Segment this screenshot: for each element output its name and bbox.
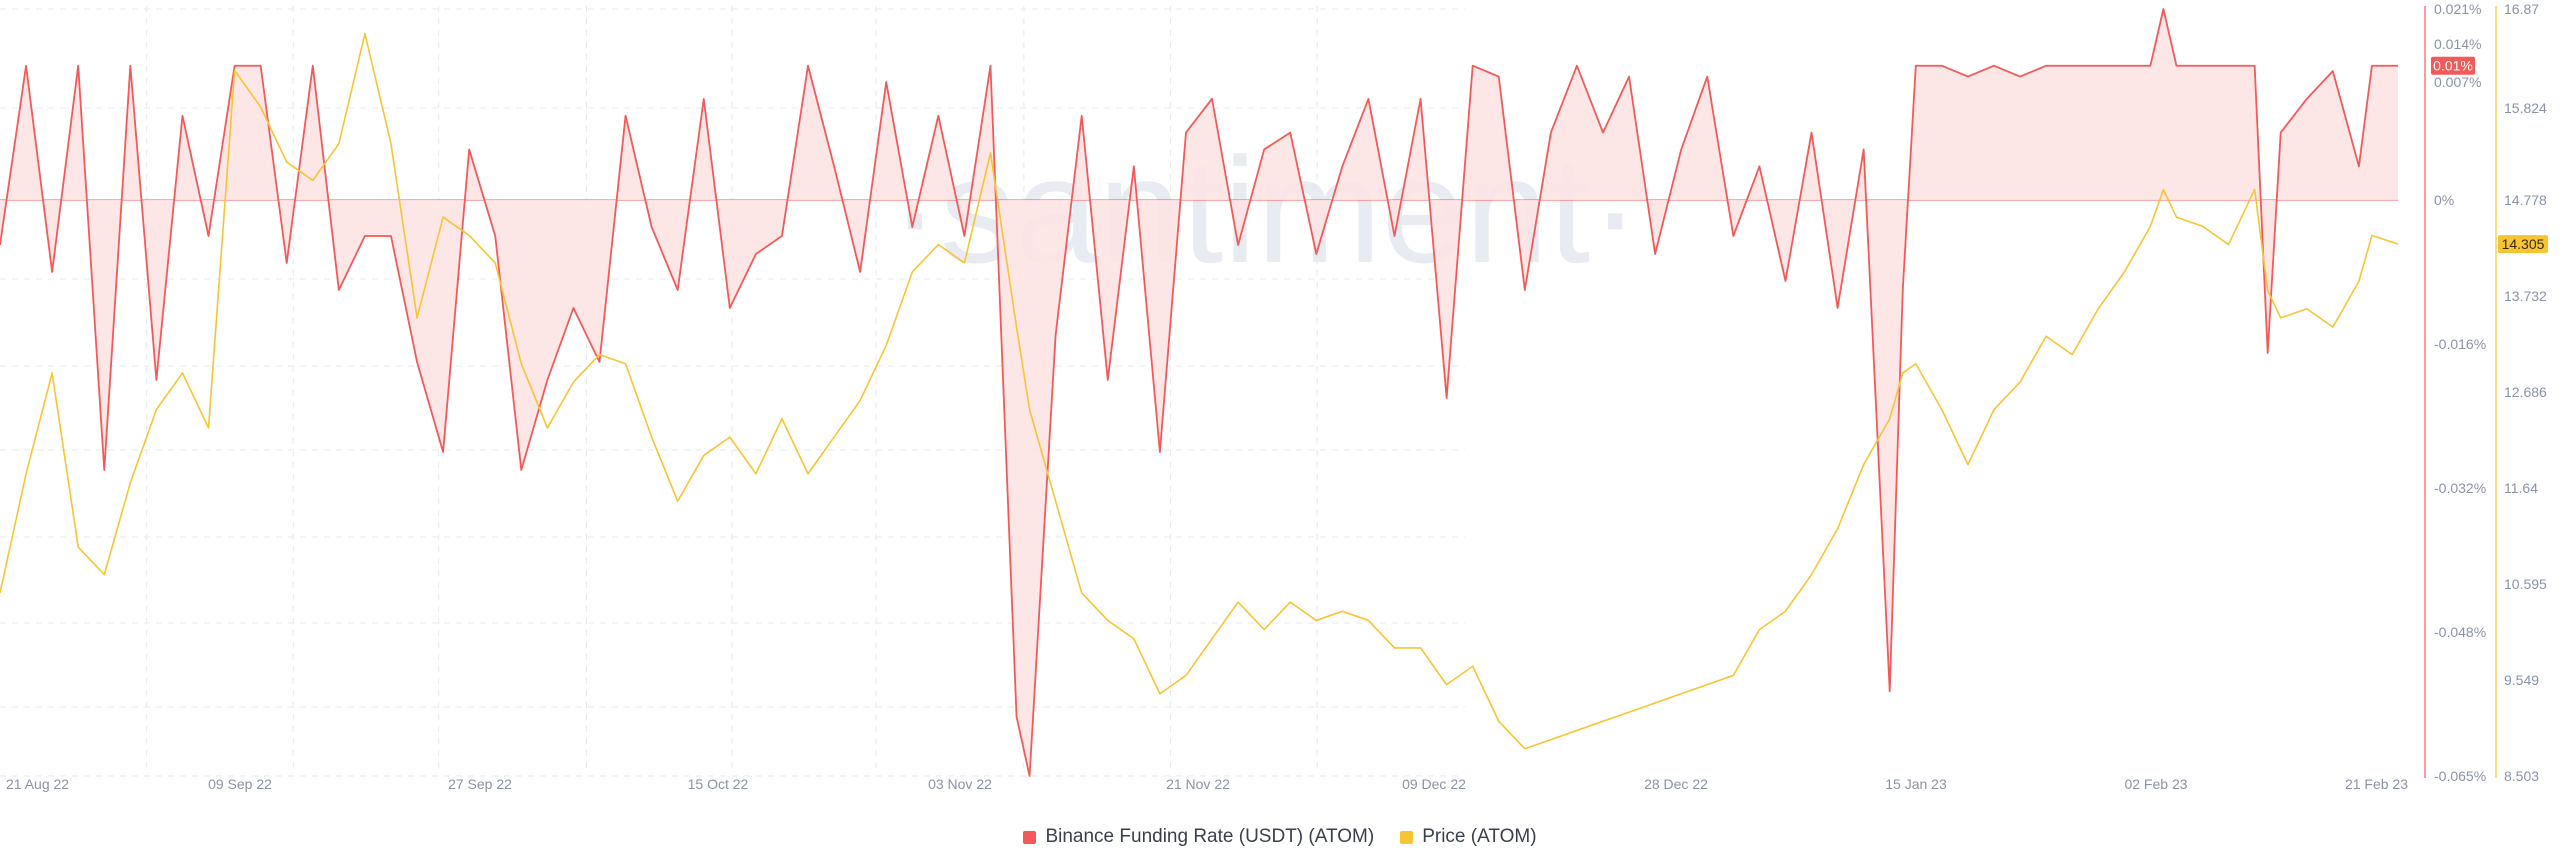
gridlines — [0, 6, 1465, 777]
funding-tick-label: -0.032% — [2434, 480, 2486, 496]
legend-item-funding[interactable]: Binance Funding Rate (USDT) (ATOM) — [1023, 826, 1374, 848]
price-tick-label: 14.778 — [2504, 192, 2547, 208]
funding-series — [0, 8, 2399, 777]
price-tick-label: 15.824 — [2504, 100, 2547, 116]
price-current-badge — [2498, 235, 2548, 254]
x-tick-label: 02 Feb 23 — [2124, 776, 2187, 792]
funding-tick-label: 0.014% — [2434, 36, 2481, 52]
funding-tick-label: 0% — [2434, 192, 2454, 208]
x-tick-label: 21 Feb 23 — [2345, 776, 2408, 792]
axes: 21 Aug 22 09 Sep 22 27 Sep 22 15 Oct 22 03 N… — [6, 1, 2548, 792]
funding-area — [0, 9, 2398, 776]
funding-current-badge — [2431, 56, 2475, 75]
x-tick-label: 28 Dec 22 — [1644, 776, 1708, 792]
price-tick-label: 16.87 — [2504, 1, 2539, 17]
price-tick-label: 10.595 — [2504, 576, 2547, 592]
legend-swatch-price — [1400, 830, 1414, 844]
legend-label-price: Price (ATOM) — [1422, 826, 1537, 847]
legend-item-price[interactable]: Price (ATOM) — [1400, 826, 1537, 848]
x-tick-label: 27 Sep 22 — [448, 776, 512, 792]
funding-tick-label: 0.007% — [2434, 74, 2481, 90]
legend-label-funding: Binance Funding Rate (USDT) (ATOM) — [1045, 826, 1375, 847]
price-tick-label: 11.64 — [2504, 480, 2538, 496]
price-tick-label: 8.503 — [2504, 768, 2539, 784]
x-tick-label: 15 Jan 23 — [1885, 776, 1947, 792]
funding-current-label: 0.01% — [2433, 58, 2473, 74]
x-tick-label: 09 Dec 22 — [1402, 776, 1466, 792]
price-tick-label: 12.686 — [2504, 384, 2547, 400]
x-tick-label: 21 Aug 22 — [6, 776, 69, 792]
chart: ·santiment· 21 Aug 22 09 Sep 22 27 Sep 22 1… — [0, 1, 2548, 792]
funding-tick-label: -0.048% — [2434, 624, 2486, 640]
price-series — [0, 32, 2399, 750]
x-tick-label: 15 Oct 22 — [688, 776, 749, 792]
x-tick-label: 21 Nov 22 — [1166, 776, 1230, 792]
price-tick-label: 13.732 — [2504, 288, 2547, 304]
x-tick-label: 03 Nov 22 — [928, 776, 992, 792]
price-tick-label: 9.549 — [2504, 672, 2539, 688]
funding-tick-label: -0.065% — [2434, 768, 2486, 784]
funding-tick-label: 0.021% — [2434, 1, 2481, 17]
price-current-label: 14.305 — [2502, 236, 2545, 252]
funding-tick-label: -0.016% — [2434, 336, 2486, 352]
x-tick-label: 09 Sep 22 — [208, 776, 272, 792]
legend: Binance Funding Rate (USDT) (ATOM) Price… — [0, 820, 2560, 854]
legend-swatch-funding — [1023, 830, 1037, 844]
